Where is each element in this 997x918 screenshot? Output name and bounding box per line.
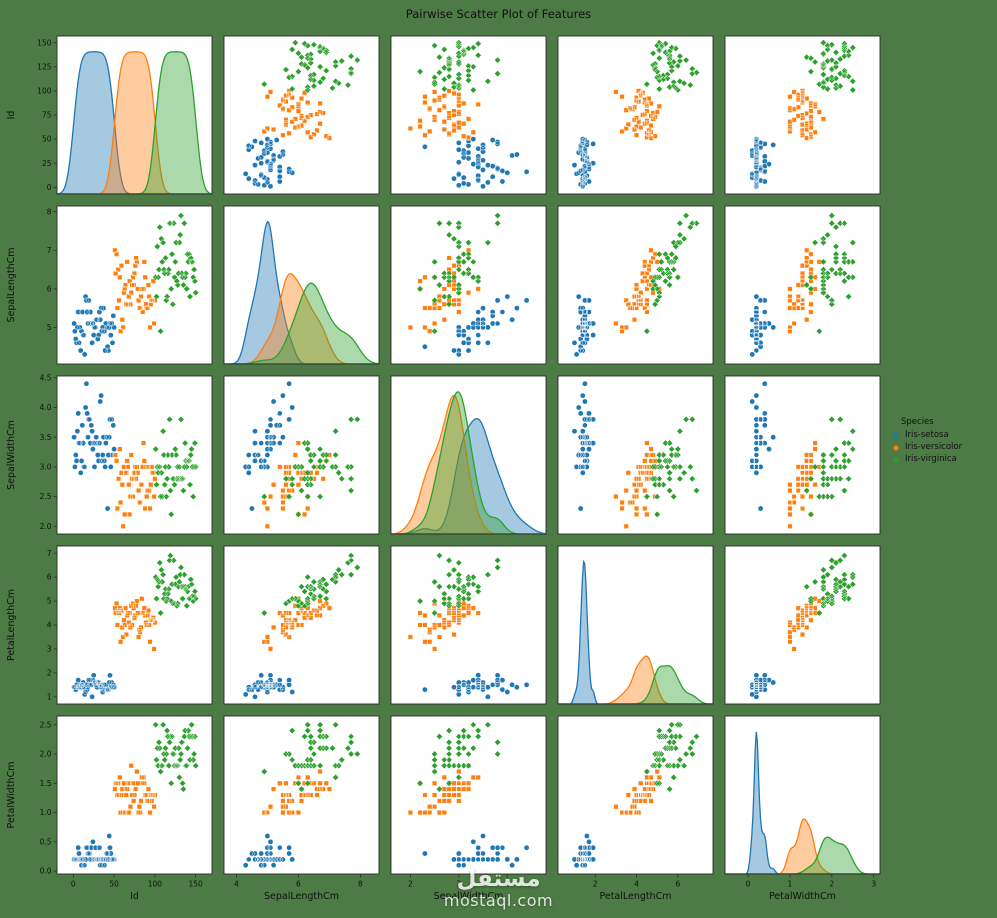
svg-text:3.0: 3.0 xyxy=(40,462,52,471)
svg-text:4.0: 4.0 xyxy=(40,403,52,412)
subplot-sepal_length-vs-petal_length xyxy=(557,205,714,365)
svg-text:1.0: 1.0 xyxy=(40,808,52,817)
circle-marker-icon xyxy=(893,433,899,439)
subplot-petal_width-vs-id: 0.0 0.5 1.0 1.5 2.0 2.5 0 50 100 150 xyxy=(40,715,213,889)
subplot-sepal_width-vs-petal_length xyxy=(557,375,714,535)
svg-text:50: 50 xyxy=(109,880,119,889)
svg-text:2: 2 xyxy=(408,880,413,889)
svg-text:7: 7 xyxy=(47,549,52,558)
svg-text:0: 0 xyxy=(746,880,751,889)
subplot-sepal_length-vs-id: 5 6 7 8 xyxy=(47,205,213,365)
svg-text:1: 1 xyxy=(788,880,793,889)
legend-entry-iris-virginica: Iris-virginica xyxy=(891,453,962,465)
y-axis-label-petal_length: PetalLengthCm xyxy=(6,589,17,661)
svg-text:2: 2 xyxy=(593,880,598,889)
svg-text:150: 150 xyxy=(37,38,52,47)
svg-text:6: 6 xyxy=(47,284,52,293)
svg-text:3: 3 xyxy=(456,880,461,889)
subplot-petal_length-vs-sepal_width xyxy=(390,545,547,705)
svg-text:125: 125 xyxy=(37,62,52,71)
square-marker-icon xyxy=(893,445,899,451)
svg-text:2.5: 2.5 xyxy=(40,720,52,729)
y-axis-label-sepal_length: SepalLengthCm xyxy=(6,247,17,322)
legend-entry-iris-versicolor: Iris-versicolor xyxy=(891,441,963,453)
svg-text:3: 3 xyxy=(871,880,876,889)
svg-text:2.0: 2.0 xyxy=(40,522,52,531)
y-axis-label-petal_width: PetalWidthCm xyxy=(6,762,17,829)
svg-text:3: 3 xyxy=(47,645,52,654)
svg-text:4.5: 4.5 xyxy=(40,373,52,382)
legend-entry-label: Iris-virginica xyxy=(905,453,957,464)
svg-text:5: 5 xyxy=(47,597,52,606)
svg-text:1.5: 1.5 xyxy=(40,779,52,788)
svg-text:8: 8 xyxy=(47,207,52,216)
subplot-id-vs-sepal_width xyxy=(390,35,547,195)
subplot-petal_width-vs-petal_width: 0 1 2 3 xyxy=(724,715,881,889)
subplot-petal_length-vs-petal_length xyxy=(557,545,714,705)
svg-text:8: 8 xyxy=(358,880,363,889)
svg-text:6: 6 xyxy=(675,880,680,889)
svg-text:3.5: 3.5 xyxy=(40,433,52,442)
svg-text:150: 150 xyxy=(189,880,204,889)
subplot-petal_width-vs-petal_length: 2 4 6 xyxy=(557,715,714,889)
subplot-id-vs-id: 0 25 50 75 100 125 150 xyxy=(37,35,213,195)
svg-text:50: 50 xyxy=(42,135,52,144)
svg-text:0.0: 0.0 xyxy=(40,867,52,876)
legend-entry-label: Iris-setosa xyxy=(905,429,949,440)
x-axis-label-sepal_length: SepalLengthCm xyxy=(264,891,339,902)
subplot-petal_length-vs-sepal_length xyxy=(223,545,380,705)
species-legend: Species Iris-setosa Iris-versicolor Iris-v… xyxy=(891,417,963,465)
svg-text:2.5: 2.5 xyxy=(40,492,52,501)
x-axis-label-petal_length: PetalLengthCm xyxy=(599,891,671,902)
svg-text:2: 2 xyxy=(829,880,834,889)
legend-entry-iris-setosa: Iris-setosa xyxy=(891,429,962,441)
subplot-sepal_width-vs-sepal_length xyxy=(223,375,380,535)
legend-entry-label: Iris-versicolor xyxy=(905,441,963,452)
svg-text:100: 100 xyxy=(37,87,52,96)
svg-text:4: 4 xyxy=(634,880,639,889)
subplot-sepal_width-vs-id: 2.0 2.5 3.0 3.5 4.0 4.5 xyxy=(40,373,213,535)
subplot-sepal_length-vs-petal_width xyxy=(724,205,881,365)
svg-text:7: 7 xyxy=(47,246,52,255)
subplot-sepal_width-vs-sepal_width xyxy=(390,375,547,535)
subplot-petal_width-vs-sepal_width: 2 3 4 xyxy=(390,715,547,889)
x-axis-label-petal_width: PetalWidthCm xyxy=(769,891,836,902)
svg-text:6: 6 xyxy=(296,880,301,889)
subplot-sepal_width-vs-petal_width xyxy=(724,375,881,535)
subplot-petal_length-vs-petal_width xyxy=(724,545,881,705)
subplot-sepal_length-vs-sepal_width xyxy=(390,205,547,365)
svg-text:100: 100 xyxy=(148,880,163,889)
subplot-petal_length-vs-id: 1 2 3 4 5 6 7 xyxy=(47,545,213,705)
svg-text:2.0: 2.0 xyxy=(40,750,52,759)
y-axis-label-sepal_width: SepalWidthCm xyxy=(6,420,17,490)
legend-title: Species xyxy=(901,417,934,427)
diamond-marker-icon xyxy=(892,456,900,463)
svg-text:4: 4 xyxy=(234,880,239,889)
subplot-petal_width-vs-sepal_length: 4 6 8 xyxy=(223,715,380,889)
svg-text:4: 4 xyxy=(505,880,510,889)
subplot-id-vs-sepal_length xyxy=(223,35,380,195)
svg-text:75: 75 xyxy=(42,111,52,120)
subplot-id-vs-petal_length xyxy=(557,35,714,195)
svg-text:1: 1 xyxy=(47,692,52,701)
legend-entries: Iris-setosa Iris-versicolor Iris-virginica xyxy=(891,429,963,465)
svg-text:0.5: 0.5 xyxy=(40,837,52,846)
y-axis-label-id: Id xyxy=(6,111,17,120)
x-axis-label-id: Id xyxy=(130,891,139,902)
x-axis-label-sepal_width: SepalWidthCm xyxy=(434,891,504,902)
svg-text:4: 4 xyxy=(47,621,52,630)
svg-text:0: 0 xyxy=(47,183,52,192)
svg-text:0: 0 xyxy=(71,880,76,889)
svg-text:25: 25 xyxy=(42,159,52,168)
svg-text:6: 6 xyxy=(47,573,52,582)
chart-title: Pairwise Scatter Plot of Features xyxy=(405,7,592,21)
svg-text:2: 2 xyxy=(47,668,52,677)
svg-text:5: 5 xyxy=(47,323,52,332)
subplot-id-vs-petal_width xyxy=(724,35,881,195)
subplot-sepal_length-vs-sepal_length xyxy=(223,205,380,365)
